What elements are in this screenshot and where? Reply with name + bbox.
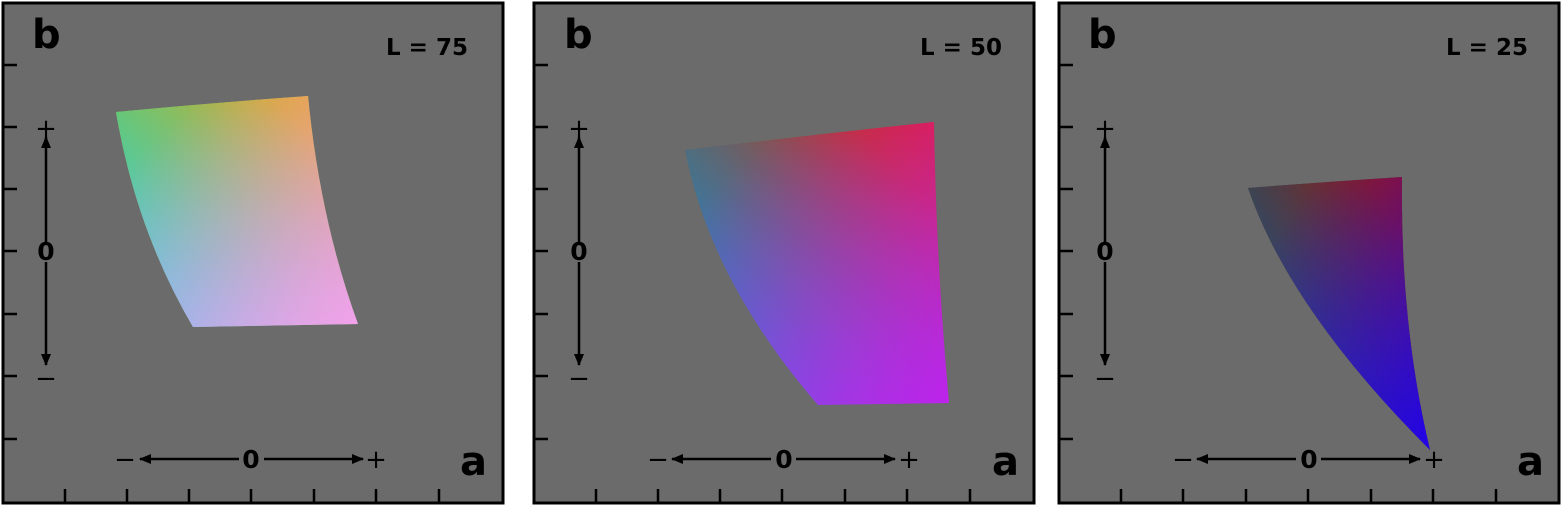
b-plus-sign: + bbox=[35, 114, 57, 144]
a-plus-sign: + bbox=[1423, 445, 1445, 475]
a-zero-label: 0 bbox=[775, 445, 792, 474]
b-plus-sign: + bbox=[568, 114, 590, 144]
gamut-slice-l75 bbox=[116, 96, 358, 327]
b-minus-sign: − bbox=[568, 364, 590, 394]
b-zero-label: 0 bbox=[1096, 237, 1113, 266]
b-minus-sign: − bbox=[1094, 364, 1116, 394]
lightness-label: L = 75 bbox=[386, 35, 468, 61]
a-plus-sign: + bbox=[898, 445, 920, 475]
axis-b-label: b bbox=[32, 12, 61, 58]
a-zero-label: 0 bbox=[1300, 445, 1317, 474]
b-zero-label: 0 bbox=[570, 237, 587, 266]
a-minus-sign: − bbox=[114, 445, 136, 475]
axis-a-label: a bbox=[460, 439, 487, 485]
b-zero-label: 0 bbox=[37, 237, 54, 266]
b-plus-sign: + bbox=[1094, 114, 1116, 144]
lightness-label: L = 25 bbox=[1446, 35, 1528, 61]
panel-l75: b L = 75 a + 0 − − 0 + bbox=[1, 1, 505, 505]
tick-marks bbox=[534, 63, 972, 503]
panel-l50: b L = 50 a + 0 − − 0 + bbox=[532, 1, 1036, 505]
axis-b-label: b bbox=[1088, 12, 1117, 58]
axis-a-label: a bbox=[1517, 439, 1544, 485]
a-minus-sign: − bbox=[1172, 445, 1194, 475]
tick-marks bbox=[1059, 63, 1498, 503]
gamut-slice-l50 bbox=[685, 122, 949, 405]
axis-b-label: b bbox=[564, 12, 593, 58]
axis-a-label: a bbox=[992, 439, 1019, 485]
b-minus-sign: − bbox=[35, 364, 57, 394]
a-minus-sign: − bbox=[647, 445, 669, 475]
lightness-label: L = 50 bbox=[920, 35, 1002, 61]
a-plus-sign: + bbox=[365, 445, 387, 475]
panel-l25: b L = 25 a + 0 − − 0 + bbox=[1057, 1, 1561, 505]
tick-marks bbox=[3, 63, 441, 503]
a-zero-label: 0 bbox=[242, 445, 259, 474]
